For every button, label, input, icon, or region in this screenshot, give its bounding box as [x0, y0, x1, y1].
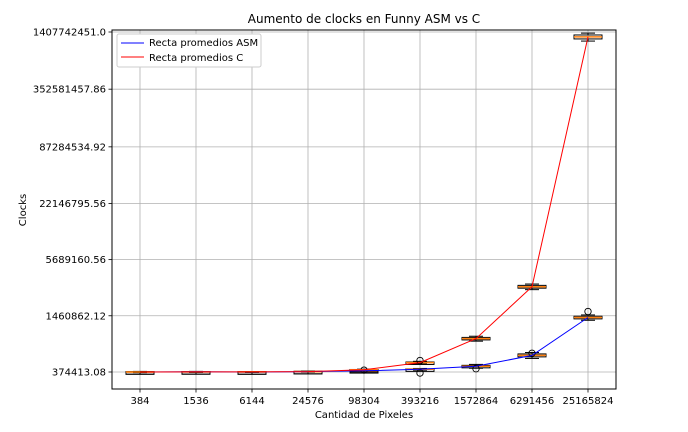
x-ticks: 384 1536 6144 24576 98304 393216 1572864 629145… — [130, 389, 613, 407]
x-tick-label: 1572864 — [454, 396, 499, 407]
x-tick-label: 98304 — [348, 396, 380, 407]
box-outlier — [416, 356, 424, 365]
y-tick-label: 87284534.92 — [39, 142, 106, 153]
legend-label-asm: Recta promedios ASM — [149, 38, 258, 49]
x-tick-label: 24576 — [292, 396, 324, 407]
chart-title: Aumento de clocks en Funny ASM vs C — [248, 12, 480, 26]
series-line — [139, 36, 589, 373]
x-axis-label: Cantidad de Pixeles — [315, 410, 413, 421]
y-axis-label: Clocks — [18, 194, 29, 226]
y-tick-label: 1407742451.0 — [33, 28, 106, 39]
lines-layer — [139, 36, 589, 373]
y-ticks: 374413.08 1460862.12 5689160.56 22146795.56… — [33, 28, 112, 379]
x-tick-label: 6144 — [239, 396, 264, 407]
x-tick-label: 384 — [130, 396, 149, 407]
box-outlier — [584, 307, 592, 316]
x-tick-label: 25165824 — [563, 396, 614, 407]
legend: Recta promedios ASM Recta promedios C — [116, 33, 262, 68]
y-tick-label: 352581457.86 — [33, 85, 106, 96]
x-tick-label: 393216 — [401, 396, 439, 407]
y-tick-label: 1460862.12 — [46, 311, 106, 322]
box-outlier — [472, 365, 480, 373]
legend-frame — [116, 33, 262, 68]
y-tick-label: 374413.08 — [52, 368, 106, 379]
x-tick-label: 6291456 — [510, 396, 555, 407]
x-tick-label: 1536 — [183, 396, 208, 407]
box-outlier — [416, 369, 424, 377]
y-tick-label: 5689160.56 — [46, 255, 106, 266]
legend-label-c: Recta promedios C — [149, 53, 243, 64]
y-tick-label: 22146795.56 — [39, 199, 106, 210]
